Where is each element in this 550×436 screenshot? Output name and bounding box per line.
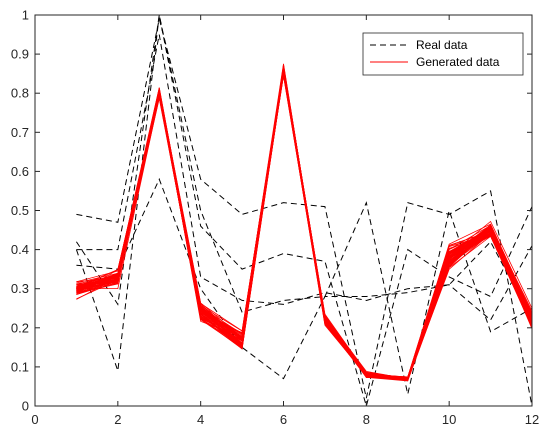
y-tick-label: 1 <box>22 8 29 23</box>
x-tick-label: 12 <box>525 412 539 427</box>
plot-area <box>35 15 532 406</box>
x-tick-label: 0 <box>31 412 38 427</box>
y-tick-label: 0.1 <box>11 359 29 374</box>
legend-box <box>362 32 524 76</box>
legend-generated-label: Generated data <box>416 55 500 69</box>
y-axis: 0 0.1 0.2 0.3 0.4 0.5 0.6 0.7 0.8 0.9 1 <box>11 8 532 414</box>
x-tick-label: 8 <box>363 412 370 427</box>
legend-real-label: Real data <box>416 38 468 52</box>
y-tick-label: 0.6 <box>11 164 29 179</box>
legend: Real data Generated data <box>362 32 524 76</box>
generated-series-line <box>76 67 533 378</box>
y-tick-label: 0.2 <box>11 320 29 335</box>
x-axis: 0 2 4 6 8 10 12 <box>31 15 539 427</box>
real-series-line <box>76 34 533 321</box>
y-tick-label: 0.9 <box>11 47 29 62</box>
y-tick-label: 0.3 <box>11 281 29 296</box>
real-series-line <box>76 177 533 380</box>
generated-series-line <box>76 71 533 379</box>
x-tick-label: 4 <box>197 412 204 427</box>
y-tick-label: 0.5 <box>11 203 29 218</box>
generated-data-lines <box>76 63 533 382</box>
x-tick-label: 6 <box>280 412 287 427</box>
x-tick-label: 10 <box>442 412 456 427</box>
y-tick-label: 0.8 <box>11 86 29 101</box>
y-tick-label: 0.7 <box>11 125 29 140</box>
y-tick-label: 0 <box>22 399 29 414</box>
x-tick-label: 2 <box>114 412 121 427</box>
real-series-line <box>76 18 533 407</box>
y-tick-label: 0.4 <box>11 242 29 257</box>
real-data-lines <box>75 14 533 408</box>
